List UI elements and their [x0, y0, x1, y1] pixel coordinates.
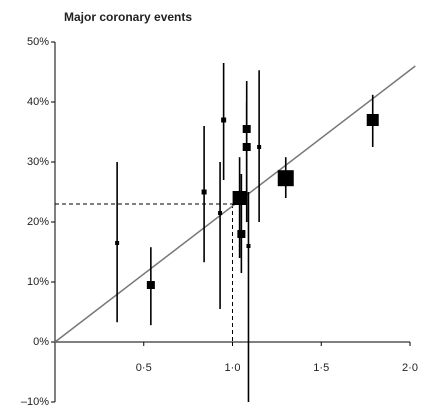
point: [237, 230, 246, 238]
y-tick-label: 10%: [27, 276, 49, 288]
x-tick-label: 0·5: [136, 362, 152, 374]
point: [246, 244, 251, 248]
y-tick-label: 30%: [27, 156, 49, 168]
point: [146, 281, 155, 289]
x-tick-label: 1·5: [313, 362, 329, 374]
point: [277, 170, 294, 187]
y-tick-label: 0%: [33, 336, 49, 348]
point: [218, 211, 223, 215]
y-tick-label: 40%: [27, 96, 49, 108]
x-tick-label: 1·0: [225, 362, 241, 374]
x-tick-label: 2·0: [402, 362, 418, 374]
point: [242, 143, 251, 151]
y-tick-label: –10%: [21, 396, 49, 408]
point: [115, 241, 120, 245]
point: [221, 117, 227, 123]
point: [257, 145, 262, 149]
point: [366, 114, 379, 126]
point: [232, 191, 247, 205]
chart-title: Major coronary events: [64, 10, 192, 24]
y-tick-label: 20%: [27, 216, 49, 228]
y-tick-label: 50%: [27, 36, 49, 48]
point: [201, 189, 207, 195]
